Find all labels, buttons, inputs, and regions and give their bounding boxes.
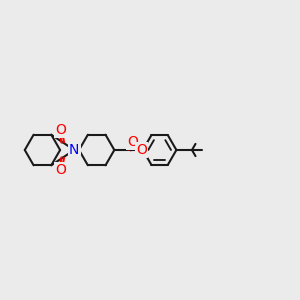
- Text: N: N: [69, 143, 80, 157]
- Text: O: O: [55, 163, 66, 177]
- Text: O: O: [127, 135, 138, 149]
- Text: O: O: [55, 123, 66, 137]
- Text: O: O: [136, 143, 147, 157]
